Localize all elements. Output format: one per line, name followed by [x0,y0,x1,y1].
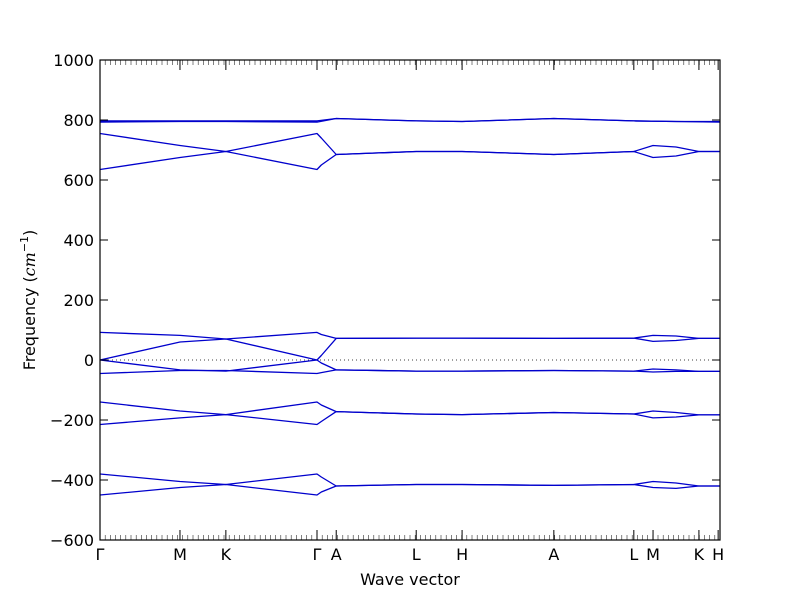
x-tick-label: H [712,545,724,564]
y-axis-label-unit: cm [20,252,39,276]
x-tick-label: A [548,545,559,564]
x-tick-label: L [412,545,421,564]
band-line-6 [99,359,720,373]
y-tick-label: −600 [50,531,94,550]
x-tick-label: Γ [96,545,105,564]
y-tick-label: 200 [63,291,94,310]
x-tick-label: M [173,545,187,564]
band-line-2 [99,473,720,487]
band-line-10 [99,132,720,156]
y-tick-label: −200 [50,411,94,430]
y-axis-label-close: ) [20,230,39,236]
y-tick-label: −400 [50,471,94,490]
y-axis-label: Frequency (cm−1) [18,230,39,371]
y-tick-label: 0 [84,351,94,370]
band-line-12 [100,117,720,123]
x-tick-label: K [221,545,232,564]
x-tick-label: A [331,545,342,564]
band-line-4 [99,401,720,416]
x-tick-label: L [629,545,638,564]
y-tick-label: 1000 [53,51,94,70]
band-line-8 [99,331,720,340]
x-tick-label: Γ [313,545,322,564]
x-tick-label: H [456,545,468,564]
y-axis-label-main: Frequency ( [20,276,39,370]
x-tick-label: M [646,545,660,564]
y-axis-label-exponent: −1 [18,236,31,252]
y-axis: 1000 800 600 400 200 0 −200 −400 −600 [50,51,720,550]
x-axis-label: Wave vector [360,570,460,589]
x-tick-label: K [694,545,705,564]
y-tick-label: 800 [63,111,94,130]
y-tick-label: 600 [63,171,94,190]
y-tick-label: 400 [63,231,94,250]
